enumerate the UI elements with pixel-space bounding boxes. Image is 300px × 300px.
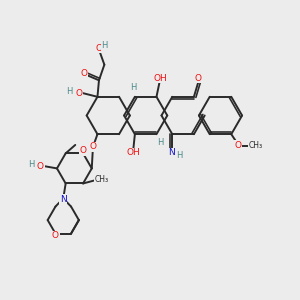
Text: OH: OH (153, 74, 167, 83)
Text: O: O (95, 44, 103, 53)
Text: O: O (37, 161, 44, 170)
Text: O: O (235, 141, 242, 150)
Text: O: O (80, 69, 88, 78)
Text: H: H (66, 87, 73, 96)
Text: H: H (176, 151, 182, 160)
Text: H: H (28, 160, 34, 169)
Text: N: N (60, 195, 67, 204)
Text: N: N (168, 148, 175, 157)
Text: H: H (157, 138, 163, 147)
Text: OH: OH (127, 148, 140, 157)
Text: O: O (75, 89, 82, 98)
Text: O: O (89, 142, 97, 151)
Text: O: O (195, 74, 202, 83)
Text: CH₃: CH₃ (95, 176, 109, 184)
Text: O: O (80, 146, 87, 155)
Text: CH₃: CH₃ (248, 140, 263, 149)
Text: H: H (130, 83, 136, 92)
Text: O: O (52, 232, 59, 241)
Text: H: H (101, 41, 108, 50)
